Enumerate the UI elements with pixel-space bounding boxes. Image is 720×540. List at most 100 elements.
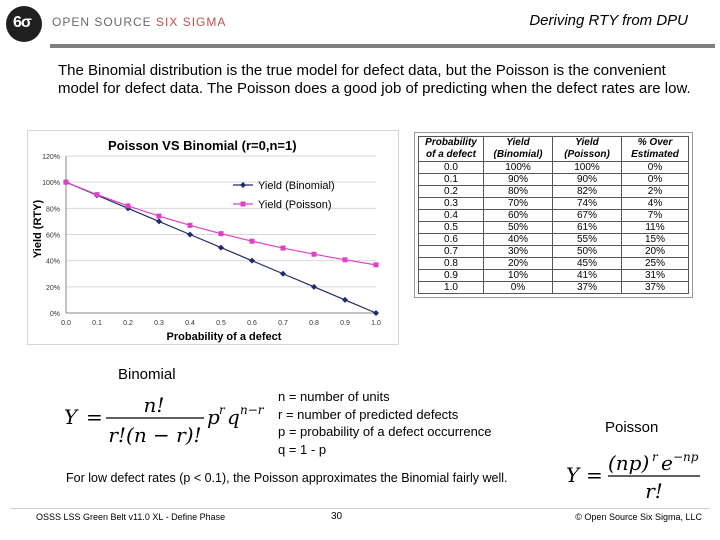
data-point <box>218 231 224 237</box>
logo: 6σ <box>6 6 42 42</box>
poisson-e-exponent: −np <box>673 452 699 464</box>
table-cell: 61% <box>552 221 622 234</box>
poisson-label: Poisson <box>605 419 659 436</box>
x-tick-label: 0.0 <box>61 320 71 327</box>
table-row: 0.1 90% 90% 0% <box>418 173 689 186</box>
footer-copyright: © Open Source Six Sigma, LLC <box>575 512 702 522</box>
chart-title: Poisson VS Binomial (r=0,n=1) <box>108 138 297 153</box>
table-body: 0.0 100% 100% 0% 0.1 90% 90% 0% 0.2 80% 82% 2% 0.3 70… <box>418 161 689 294</box>
binomial-nr-exponent: n−r <box>240 403 265 417</box>
data-point <box>280 270 286 277</box>
table-cell: 45% <box>552 257 622 270</box>
table-cell: 30% <box>483 245 553 258</box>
page-number: 30 <box>331 511 343 522</box>
table-cell: 50% <box>483 221 553 234</box>
table-cell: 0.9 <box>418 269 484 282</box>
chart-legend: Yield (Binomial) Yield (Poisson) <box>233 180 335 211</box>
intro-text: The Binomial distribution is the true mo… <box>58 62 691 97</box>
x-axis-label: Probability of a defect <box>167 331 282 343</box>
table-row: 0.0 100% 100% 0% <box>418 161 689 174</box>
table-cell: 11% <box>621 221 689 234</box>
table-cell: 40% <box>483 233 553 246</box>
table-cell: 0.5 <box>418 221 484 234</box>
table-row: 0.3 70% 74% 4% <box>418 197 689 210</box>
y-tick-label: 120% <box>42 154 60 161</box>
table-cell: 41% <box>552 269 622 282</box>
poisson-denominator: r! <box>645 479 663 503</box>
table-cell: 7% <box>621 209 689 222</box>
chart-panel: Poisson VS Binomial (r=0,n=1) 0% 20% 40% 60… <box>27 130 399 345</box>
binomial-formula: Y = n! r!(n − r)! p r q n−r <box>64 394 265 447</box>
table-cell: 74% <box>552 197 622 210</box>
legend-label: Yield (Poisson) <box>258 199 332 211</box>
data-point <box>187 222 193 228</box>
data-point <box>249 238 255 244</box>
x-tick-label: 0.5 <box>216 320 226 327</box>
legend-marker <box>240 182 246 188</box>
table-cell: 60% <box>483 209 553 222</box>
header-probability: Probability of a defect <box>418 136 484 162</box>
table-cell: 20% <box>483 257 553 270</box>
table-row: 0.5 50% 61% 11% <box>418 221 689 234</box>
table-cell: 37% <box>621 281 689 294</box>
table-cell: 25% <box>621 257 689 270</box>
x-tick-label: 0.1 <box>92 320 102 327</box>
binomial-numerator: n! <box>144 394 165 417</box>
footer-course: OSSS LSS Green Belt v11.0 XL - Define Ph… <box>36 512 226 522</box>
data-point <box>218 244 224 251</box>
table-row: 1.0 0% 37% 37% <box>418 281 689 294</box>
table-cell: 90% <box>552 173 622 186</box>
table-cell: 10% <box>483 269 553 282</box>
y-axis-label: Yield (RTY) <box>32 200 44 259</box>
poisson-lhs: Y <box>566 463 581 487</box>
header-over-estimated: % Over Estimated <box>621 136 689 162</box>
table-cell: 0.1 <box>418 173 484 186</box>
x-tick-label: 0.3 <box>154 320 164 327</box>
logo-text: 6σ <box>13 14 32 31</box>
legend-label: Yield (Binomial) <box>258 180 335 192</box>
table-cell: 100% <box>483 161 553 174</box>
y-tick-label: 40% <box>46 259 60 266</box>
data-point <box>94 192 100 198</box>
y-tick-label: 0% <box>50 311 60 318</box>
variable-definitions: n = number of units r = number of predic… <box>278 389 492 457</box>
chart-series <box>63 179 379 316</box>
series-line-poisson <box>65 181 377 266</box>
table-cell: 0.8 <box>418 257 484 270</box>
chart-axes: 0% 20% 40% 60% 80% 100% 120% 0.0 0.1 0.2 0.3 0.4 0.5… <box>42 154 381 327</box>
table-cell: 37% <box>552 281 622 294</box>
binomial-p: p <box>207 405 220 429</box>
table-cell: 70% <box>483 197 553 210</box>
data-point <box>63 179 69 185</box>
data-point <box>373 310 379 316</box>
x-tick-label: 0.2 <box>123 320 133 327</box>
table-cell: 0.4 <box>418 209 484 222</box>
table-cell: 100% <box>552 161 622 174</box>
data-point <box>249 257 255 264</box>
table-cell: 0.3 <box>418 197 484 210</box>
data-point <box>342 257 348 263</box>
table-cell: 15% <box>621 233 689 246</box>
brand-accent: SIX SIGMA <box>156 15 227 29</box>
header-yield-poisson: Yield (Poisson) <box>552 136 622 162</box>
binomial-r-exponent: r <box>219 403 226 417</box>
table-cell: 90% <box>483 173 553 186</box>
y-tick-label: 20% <box>46 285 60 292</box>
data-point <box>342 296 348 303</box>
table-cell: 82% <box>552 185 622 198</box>
data-point <box>311 251 317 257</box>
table-cell: 4% <box>621 197 689 210</box>
table-cell: 55% <box>552 233 622 246</box>
table-cell: 0% <box>483 281 553 294</box>
brand-prefix: OPEN SOURCE <box>52 15 157 29</box>
chart-grid <box>66 155 376 314</box>
binomial-lhs: Y <box>64 405 79 429</box>
table-row: 0.4 60% 67% 7% <box>418 209 689 222</box>
table-row: 0.2 80% 82% 2% <box>418 185 689 198</box>
binomial-q: q <box>227 405 240 429</box>
table-cell: 80% <box>483 185 553 198</box>
brand-name: OPEN SOURCE SIX SIGMA <box>52 15 226 29</box>
poisson-e: e <box>661 452 673 475</box>
table-header-row: Probability of a defect Yield (Binomial)… <box>418 136 689 162</box>
data-point <box>373 262 379 268</box>
